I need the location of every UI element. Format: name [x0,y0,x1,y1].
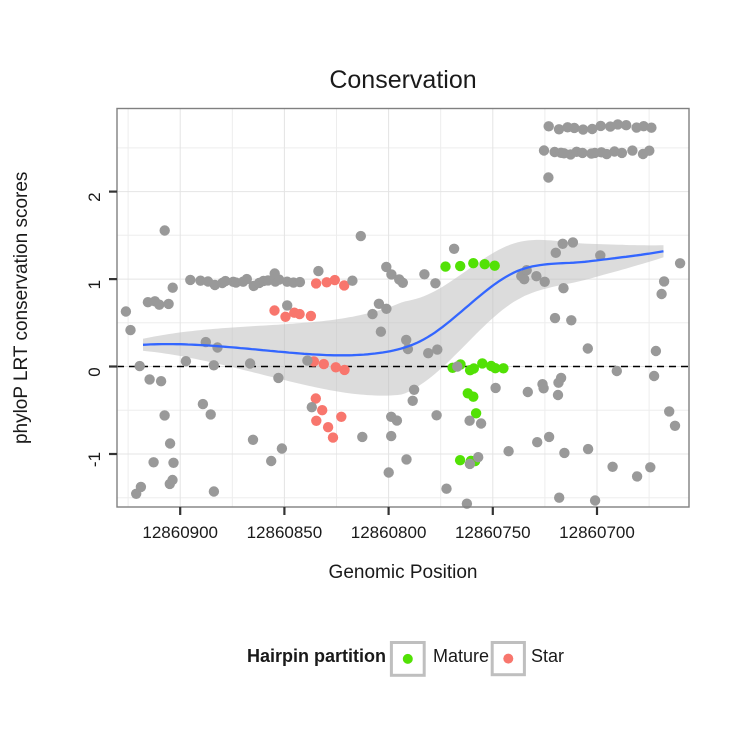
svg-text:Genomic Position: Genomic Position [329,562,478,583]
svg-text:Mature: Mature [433,646,489,666]
svg-text:12860850: 12860850 [247,523,323,542]
svg-text:Conservation: Conservation [329,66,476,94]
svg-text:12860750: 12860750 [455,523,531,542]
svg-text:Hairpin partition: Hairpin partition [247,646,386,666]
svg-text:12860800: 12860800 [351,523,427,542]
svg-text:phyloP LRT conservation scores: phyloP LRT conservation scores [11,172,32,445]
svg-text:Star: Star [531,646,564,666]
svg-text:-1: -1 [85,452,104,467]
svg-text:12860700: 12860700 [559,523,635,542]
svg-text:2: 2 [85,192,104,201]
svg-text:1: 1 [85,280,104,289]
svg-text:0: 0 [85,367,104,376]
svg-text:12860900: 12860900 [142,523,218,542]
